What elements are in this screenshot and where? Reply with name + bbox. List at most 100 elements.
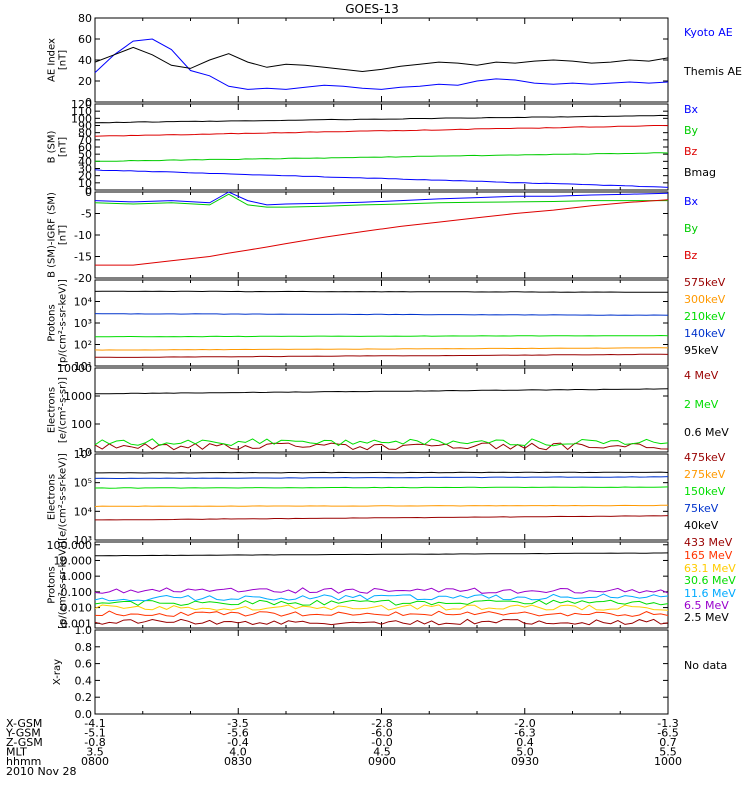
ephemeris-value: 5.5 xyxy=(659,746,677,759)
ephemeris-value: 0900 xyxy=(368,755,396,768)
y-tick-label: 0.6 xyxy=(75,658,93,671)
series-line-by xyxy=(94,152,669,162)
y-axis-label: X-ray xyxy=(52,659,63,685)
ephemeris-value: -6.0 xyxy=(371,727,392,740)
ephemeris-value: -2.0 xyxy=(514,717,535,730)
legend-entry: Themis AE xyxy=(683,65,742,78)
series-line-433-mev xyxy=(94,618,669,626)
y-tick-label: 10⁶ xyxy=(74,448,93,461)
legend-entry: Kyoto AE xyxy=(684,26,733,39)
legend-entry: By xyxy=(684,222,699,235)
panel-6: 10³ 10⁴ 10⁵ 10⁶ Electrons [e/(cm²-s-sr-keV)] 4… xyxy=(47,448,726,547)
y-tick-label: 50 xyxy=(78,148,92,161)
ephemeris-value: 3.5 xyxy=(86,746,104,759)
ephemeris-row-label: Y-GSM xyxy=(5,727,41,740)
legend-entry: Bz xyxy=(684,145,698,158)
series-line-6.5-mev xyxy=(94,587,669,594)
ephemeris-value: 0.7 xyxy=(659,736,677,749)
legend-entry: 30.6 MeV xyxy=(684,574,736,587)
legend-entry: 0.6 MeV xyxy=(684,426,729,439)
legend-entry: By xyxy=(684,124,699,137)
legend-entry: 275keV xyxy=(684,468,726,481)
ephemeris-table: X-GSM -4.1 -3.5 -2.8 -2.0 -1.3 Y-GSM -5.1 -5.6 -6… xyxy=(5,717,682,778)
y-axis-label: [e/(cm²-s-sr)] xyxy=(58,377,69,443)
ephemeris-value: 4.5 xyxy=(373,746,391,759)
y-tick-label: 40 xyxy=(78,155,92,168)
y-tick-label: 90 xyxy=(78,120,92,133)
series-line-bz xyxy=(94,125,669,137)
panel-5: 10 100 1000 10000 Electrons [e/(cm²-s-sr)] 4 M… xyxy=(47,362,730,459)
ephemeris-value: -1.3 xyxy=(657,717,678,730)
legend-entry: 11.6 MeV xyxy=(684,587,736,600)
y-tick-label: 10³ xyxy=(74,317,92,330)
panel-1: 0 20 40 60 80 AE Index [nT] Kyoto AE Themis AE xyxy=(47,12,742,109)
ephemeris-row-label: Z-GSM xyxy=(6,736,43,749)
y-tick-label: 60 xyxy=(78,141,92,154)
series-line-165-mev xyxy=(94,610,669,617)
y-tick-label: 10³ xyxy=(74,534,92,547)
panel-frame xyxy=(94,453,669,541)
legend-entry: 575keV xyxy=(684,276,726,289)
legend-entry: 95keV xyxy=(684,344,719,357)
series-line-63.1-mev xyxy=(94,604,669,611)
legend-entry: 210keV xyxy=(684,310,726,323)
y-axis-label: B (SM)-IGRF (SM) xyxy=(47,192,58,278)
y-tick-label: 10 xyxy=(78,446,92,459)
y-tick-label: 0 xyxy=(85,186,92,199)
legend-entry: 433 MeV xyxy=(684,536,733,549)
panel-4: 10¹ 10² 10³ 10⁴ Protons [p/(cm²-s-sr-keV)] 575… xyxy=(47,276,726,373)
legend-entry: 63.1 MeV xyxy=(684,562,736,575)
y-tick-label: 40 xyxy=(78,54,92,67)
y-tick-label: 70 xyxy=(78,134,92,147)
ephemeris-row-label: hhmm xyxy=(6,755,41,768)
ephemeris-row-label: X-GSM xyxy=(6,717,42,730)
y-tick-label: 10⁴ xyxy=(74,505,93,518)
y-axis-label: [nT] xyxy=(58,50,69,70)
series-line-30.6-mev xyxy=(94,599,669,606)
y-axis-label: [p/(cm²-s-sr-keV)] xyxy=(58,279,69,367)
ephemeris-value: 5.0 xyxy=(516,746,534,759)
y-axis-label: Electrons xyxy=(47,387,58,433)
ephemeris-value: -0.4 xyxy=(227,736,248,749)
y-axis-label: [e/(cm²-s-sr-keV)] xyxy=(58,453,69,541)
panel-3: -20 -15 -10 -5 0 B (SM)-IGRF (SM) [nT] Bx By Bz xyxy=(47,186,699,285)
y-tick-label: 20 xyxy=(78,75,92,88)
ephemeris-value: -3.5 xyxy=(227,717,248,730)
y-tick-label: 0.0 xyxy=(75,708,93,721)
y-tick-label: 110 xyxy=(71,105,92,118)
legend-entry: Bmag xyxy=(684,166,716,179)
y-tick-label: 0.100 xyxy=(61,586,93,599)
y-tick-label: 0 xyxy=(85,96,92,109)
y-tick-label: 0 xyxy=(85,184,92,197)
panel-frame xyxy=(94,279,669,367)
series-line-575kev xyxy=(95,353,669,358)
series-line-140kev xyxy=(94,313,669,316)
y-tick-label: 10² xyxy=(74,339,92,352)
y-tick-label: 60 xyxy=(78,33,92,46)
y-tick-label: 0.2 xyxy=(75,691,93,704)
y-tick-label: 120 xyxy=(71,98,92,111)
series-line-by xyxy=(94,193,668,208)
series-line-2-mev xyxy=(94,438,669,447)
date-label: 2010 Nov 28 xyxy=(6,765,76,778)
series-line-kyoto-ae xyxy=(94,38,669,90)
y-axis-label: Electrons xyxy=(47,474,58,520)
panel-7: 0.001 0.010 0.100 1.000 10.000 100.000 Protons… xyxy=(47,536,737,630)
panel-8: 0.0 0.2 0.4 0.6 0.8 1.0 X-ray No data xyxy=(52,624,727,721)
ephemeris-value: 0.4 xyxy=(516,736,534,749)
legend-entry: Bz xyxy=(684,249,698,262)
series-line-4-mev xyxy=(94,442,669,451)
ephemeris-value: -4.1 xyxy=(84,717,105,730)
ephemeris-value: 0800 xyxy=(81,755,109,768)
y-tick-label: 100.000 xyxy=(47,539,93,552)
legend-entry: 475keV xyxy=(684,451,726,464)
ephemeris-value: 0830 xyxy=(224,755,252,768)
y-tick-label: -20 xyxy=(74,272,92,285)
legend-entry: 40keV xyxy=(684,519,719,532)
y-axis-label: AE Index xyxy=(47,38,58,82)
y-axis-label: Protons xyxy=(47,304,58,341)
ephemeris-row-label: MLT xyxy=(6,746,27,759)
